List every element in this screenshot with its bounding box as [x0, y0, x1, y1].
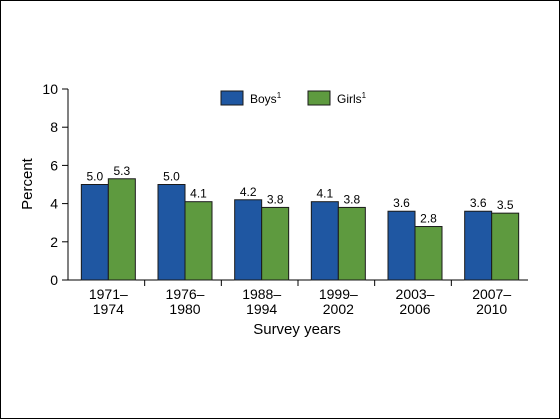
x-tick-label: 1999– 2002 [319, 286, 358, 317]
bar-boys [80, 184, 109, 281]
bar-girls [337, 206, 366, 281]
legend-swatch-girls [307, 90, 331, 106]
chart-bars [80, 178, 520, 281]
bar-boys [464, 210, 493, 281]
chart-legend: Boys1 Girls1 [220, 90, 367, 106]
data-label: 4.2 [240, 185, 257, 199]
bar-boys [157, 184, 186, 281]
y-tick-label: 10 [42, 81, 58, 97]
y-tick-label: 6 [50, 157, 58, 173]
x-tick-label: 1971– 1974 [89, 286, 128, 317]
data-label: 3.6 [393, 196, 410, 210]
legend-label-girls: Girls1 [337, 91, 367, 106]
data-label: 3.6 [470, 196, 487, 210]
x-tick-label: 2007– 2010 [472, 286, 511, 317]
data-label: 5.0 [163, 170, 180, 184]
y-tick-label: 0 [50, 272, 58, 288]
y-tick-label: 2 [50, 234, 58, 250]
x-axis-title: Survey years [253, 321, 341, 338]
chart-data-labels: 5.0 5.3 5.0 4.1 4.2 3.8 4.1 3.8 3.6 2.8 3.6 3.5 [86, 164, 513, 226]
x-tick-label: 2003– 2006 [396, 286, 435, 317]
y-tick-label: 8 [50, 119, 58, 135]
data-label: 3.8 [343, 192, 360, 206]
legend-label-boys: Boys1 [250, 91, 282, 106]
x-tick-label: 1988– 1994 [242, 286, 281, 317]
chart-axes: 0 2 4 6 8 10 1971– 1974 1976– 1980 1988– 1994 1999– 2… [42, 81, 528, 317]
bar-girls [491, 212, 520, 281]
bar-boys [310, 201, 339, 281]
data-label: 3.8 [267, 192, 284, 206]
data-label: 5.3 [113, 164, 130, 178]
data-label: 5.0 [86, 170, 103, 184]
bar-boys [234, 199, 263, 281]
bar-girls [261, 206, 290, 281]
data-label: 3.5 [497, 198, 514, 212]
data-label: 4.1 [190, 187, 207, 201]
x-tick-label: 1976– 1980 [166, 286, 205, 317]
bar-girls [184, 201, 213, 281]
legend-swatch-boys [220, 90, 244, 106]
bar-girls [107, 178, 136, 281]
y-axis-title: Percent [19, 157, 36, 210]
y-tick-label: 4 [50, 196, 58, 212]
data-label: 4.1 [316, 187, 333, 201]
bar-girls [414, 226, 443, 281]
data-label: 2.8 [420, 212, 437, 226]
bar-boys [387, 210, 416, 281]
